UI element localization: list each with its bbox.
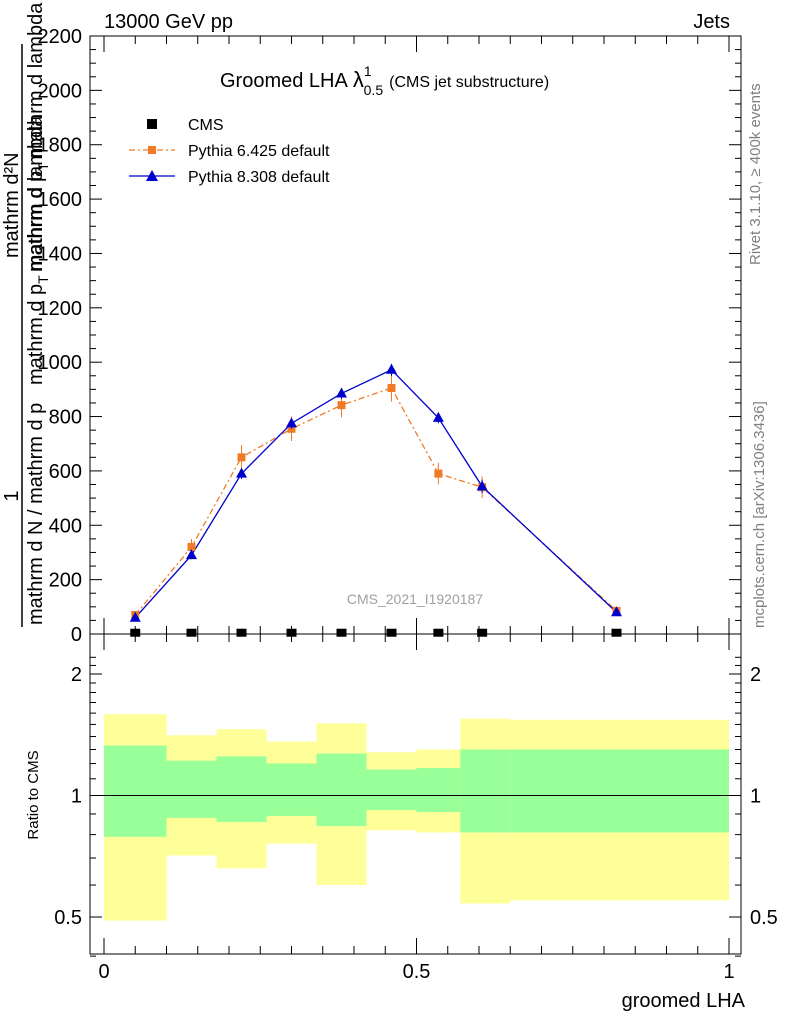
legend-marker-pythia6 bbox=[148, 146, 156, 154]
ratio-tick-label: 1 bbox=[71, 786, 82, 808]
plot-title: Groomed LHA λ1 0.5 (CMS jet substructure) bbox=[220, 63, 549, 98]
y-tick-label: 1000 bbox=[38, 352, 83, 374]
pythia6-point bbox=[337, 401, 346, 410]
pythia8-point bbox=[236, 467, 247, 478]
y-label-one: 1 bbox=[1, 490, 23, 501]
ratio-band-1sigma bbox=[166, 760, 217, 818]
y-tick-label: 0 bbox=[71, 624, 82, 646]
ratio-tick-label-right: 1 bbox=[750, 786, 761, 808]
y-axis-label: 1 mathrm d N / mathrm d p mathrm d pTmat… bbox=[1, 2, 51, 627]
legend-label-pythia8: Pythia 8.308 default bbox=[188, 169, 330, 186]
ratio-band-1sigma bbox=[104, 745, 167, 837]
ratio-band-1sigma bbox=[416, 767, 461, 813]
legend-marker-cms bbox=[147, 119, 157, 129]
legend-label-pythia6: Pythia 6.425 default bbox=[188, 143, 330, 160]
cms-point bbox=[386, 628, 397, 637]
y-tick-label: 1800 bbox=[38, 135, 83, 157]
pythia8-line bbox=[134, 369, 617, 619]
pythia8-point bbox=[129, 611, 141, 622]
y-label-bottom: mathrm d N / mathrm d p bbox=[25, 403, 47, 625]
pythia6-point bbox=[187, 543, 196, 552]
pythia6-line bbox=[134, 387, 617, 616]
ratio-tick-label-right: 0.5 bbox=[750, 907, 778, 929]
cms-point bbox=[336, 628, 347, 637]
pythia8-point bbox=[476, 480, 488, 491]
pythia8-point bbox=[432, 411, 444, 422]
ratio-y-axis: 0.5 0.5 1 1 2 2 bbox=[54, 656, 778, 957]
legend-label-cms: CMS bbox=[188, 117, 224, 134]
y-tick-label: 2000 bbox=[38, 80, 83, 102]
ratio-y-label: Ratio to CMS bbox=[25, 750, 42, 839]
series-layer bbox=[129, 363, 622, 637]
cms-point bbox=[433, 628, 444, 637]
x-tick-label: 0 bbox=[98, 961, 109, 983]
ratio-band-1sigma bbox=[460, 749, 511, 833]
legend: CMS Pythia 6.425 default Pythia 8.308 de… bbox=[129, 117, 330, 186]
header-right-label: Jets bbox=[693, 11, 730, 33]
y-tick-label: 1400 bbox=[38, 243, 83, 265]
y-label-denominator: mathrm d pTmathrm d lambda bbox=[25, 2, 51, 272]
x-tick-label: 1 bbox=[723, 961, 734, 983]
rivet-version-label: Rivet 3.1.10, ≥ 400k events bbox=[747, 83, 764, 265]
pythia8-point bbox=[286, 417, 297, 428]
cms-point bbox=[286, 628, 297, 637]
x-tick-label: 0.5 bbox=[403, 961, 431, 983]
cms-point bbox=[477, 628, 488, 637]
ratio-tick-label-right: 2 bbox=[750, 664, 761, 686]
y-label-numerator: mathrm d²N bbox=[1, 152, 23, 258]
pythia8-point bbox=[186, 549, 197, 560]
analysis-watermark: CMS_2021_I1920187 bbox=[347, 591, 483, 607]
ratio-bands bbox=[104, 714, 729, 921]
ratio-plot-frame bbox=[89, 633, 742, 955]
y-tick-label: 400 bbox=[49, 515, 82, 537]
y-label-mid: mathrm d pTmathrm d lambda bbox=[25, 115, 51, 385]
legend-marker-pythia8 bbox=[146, 170, 158, 181]
pythia6-point bbox=[387, 384, 396, 393]
ratio-tick-label: 2 bbox=[71, 664, 82, 686]
x-axis-label: groomed LHA bbox=[622, 990, 746, 1012]
main-y-axis: 0 200 400 600 800 1000 1200 1400 1600 1800 2000 220… bbox=[38, 26, 741, 646]
y-tick-label: 2200 bbox=[38, 26, 83, 48]
y-tick-label: 200 bbox=[49, 570, 82, 592]
mcplots-source-label: mcplots.cern.ch [arXiv:1306.3436] bbox=[751, 401, 768, 628]
pythia6-point bbox=[237, 453, 246, 462]
pythia8-point bbox=[336, 387, 347, 398]
y-tick-label: 1200 bbox=[38, 298, 83, 320]
cms-point bbox=[611, 628, 622, 637]
x-axis: 0 0.5 1 bbox=[98, 36, 735, 983]
y-tick-label: 600 bbox=[49, 461, 82, 483]
ratio-band-1sigma bbox=[510, 749, 729, 833]
pythia8-point bbox=[386, 363, 397, 374]
ratio-band-1sigma bbox=[366, 769, 417, 811]
pythia8-point bbox=[611, 606, 622, 617]
ratio-tick-label: 0.5 bbox=[54, 907, 82, 929]
y-tick-label: 800 bbox=[49, 407, 82, 429]
ratio-band-1sigma bbox=[216, 756, 267, 822]
ratio-band-1sigma bbox=[316, 753, 367, 827]
pythia6-point bbox=[434, 469, 443, 478]
cms-point bbox=[130, 628, 141, 637]
ratio-band-1sigma bbox=[266, 763, 317, 816]
header-left-label: 13000 GeV pp bbox=[104, 11, 233, 33]
cms-point bbox=[236, 628, 247, 637]
y-tick-label: 1600 bbox=[38, 189, 83, 211]
cms-point bbox=[186, 628, 197, 637]
